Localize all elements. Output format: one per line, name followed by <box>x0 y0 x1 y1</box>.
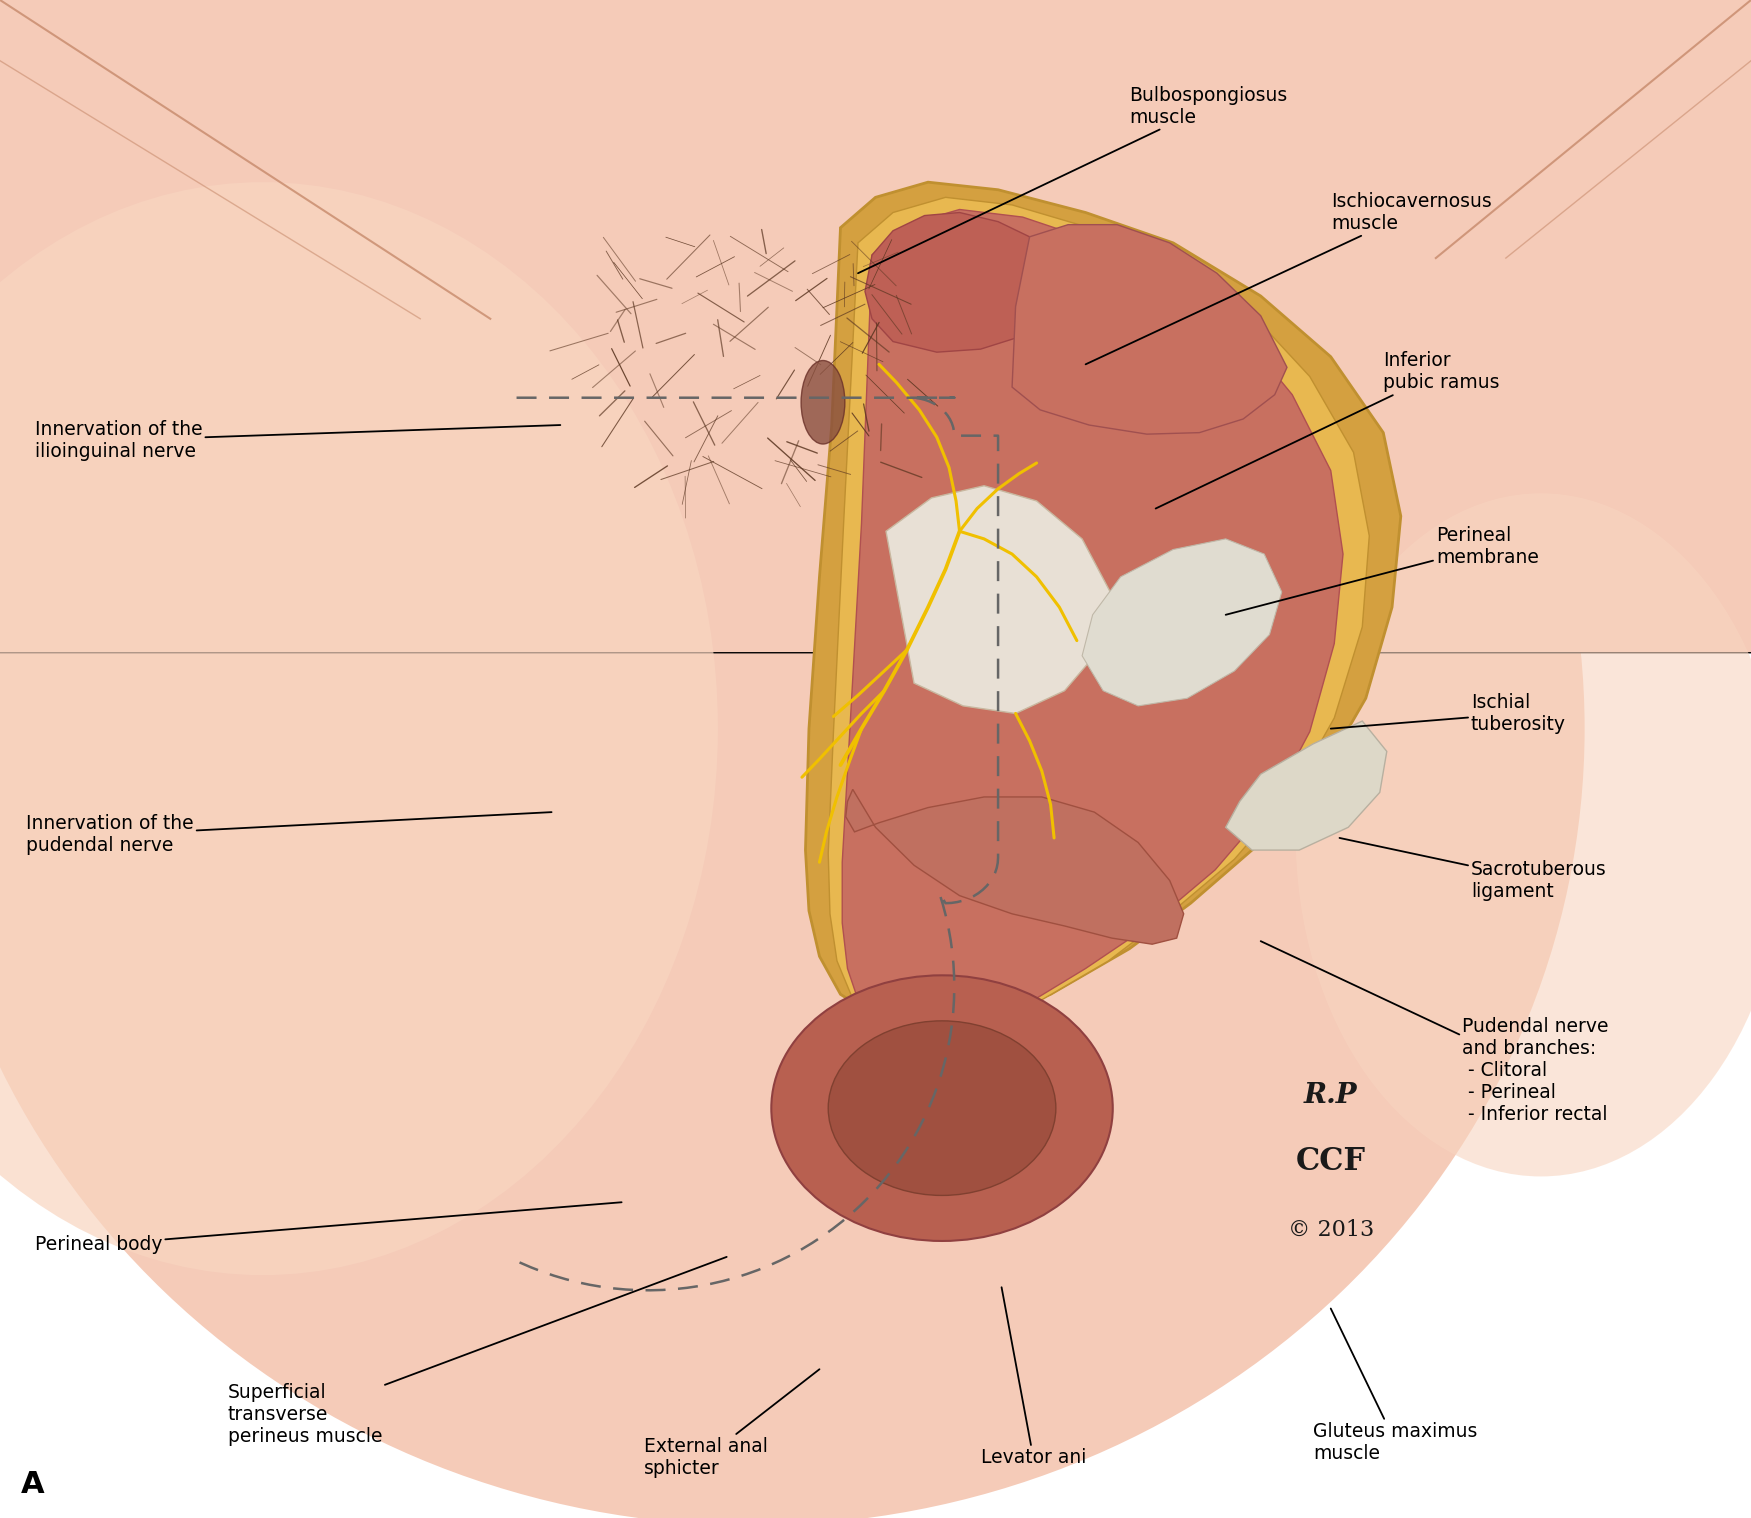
FancyBboxPatch shape <box>0 0 1751 653</box>
Text: Perineal body: Perineal body <box>35 1202 622 1254</box>
Polygon shape <box>842 209 1343 1037</box>
Ellipse shape <box>800 361 844 443</box>
Text: Innervation of the
pudendal nerve: Innervation of the pudendal nerve <box>26 812 552 856</box>
Ellipse shape <box>770 976 1114 1242</box>
Ellipse shape <box>1296 493 1751 1176</box>
Text: Superficial
transverse
perineus muscle: Superficial transverse perineus muscle <box>228 1257 727 1447</box>
Polygon shape <box>1012 225 1287 434</box>
Text: Perineal
membrane: Perineal membrane <box>1226 525 1539 615</box>
Polygon shape <box>805 182 1401 1025</box>
Ellipse shape <box>828 1020 1056 1196</box>
Polygon shape <box>886 486 1112 713</box>
Text: CCF: CCF <box>1296 1146 1366 1176</box>
Text: R.P: R.P <box>1304 1082 1357 1110</box>
Text: Bulbospongiosus
muscle: Bulbospongiosus muscle <box>858 85 1287 273</box>
Text: © 2013: © 2013 <box>1287 1219 1375 1240</box>
Ellipse shape <box>0 182 718 1275</box>
Ellipse shape <box>0 0 1585 1518</box>
Polygon shape <box>1226 721 1387 850</box>
Polygon shape <box>846 789 1184 944</box>
Polygon shape <box>828 197 1369 1032</box>
Text: Gluteus maximus
muscle: Gluteus maximus muscle <box>1313 1309 1478 1463</box>
Text: Ischial
tuberosity: Ischial tuberosity <box>1331 692 1565 735</box>
Text: Ischiocavernosus
muscle: Ischiocavernosus muscle <box>1086 191 1492 364</box>
Text: External anal
sphicter: External anal sphicter <box>644 1369 819 1479</box>
Text: Sacrotuberous
ligament: Sacrotuberous ligament <box>1340 838 1607 902</box>
Polygon shape <box>865 213 1058 352</box>
Text: A: A <box>21 1469 44 1500</box>
Polygon shape <box>1082 539 1282 706</box>
Text: Innervation of the
ilioinguinal nerve: Innervation of the ilioinguinal nerve <box>35 419 560 461</box>
Text: Inferior
pubic ramus: Inferior pubic ramus <box>1156 351 1501 509</box>
Text: Levator ani: Levator ani <box>981 1287 1086 1466</box>
Text: Pudendal nerve
and branches:
 - Clitoral
 - Perineal
 - Inferior rectal: Pudendal nerve and branches: - Clitoral … <box>1261 941 1609 1123</box>
